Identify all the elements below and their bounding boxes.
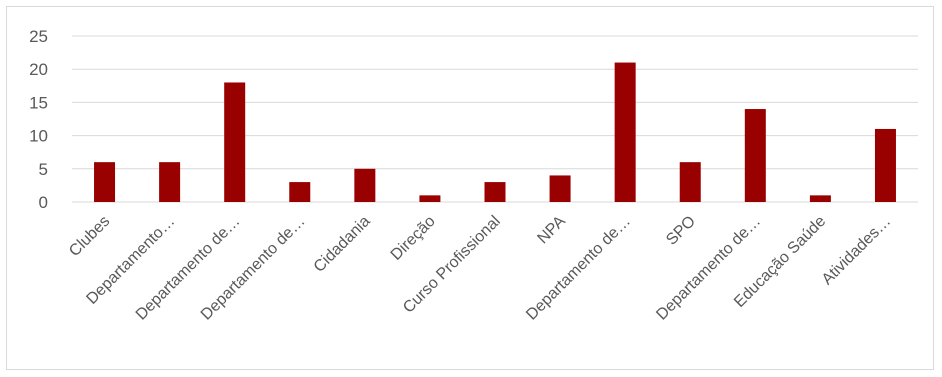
bar [419,195,441,202]
bar [614,62,636,203]
x-category-label: NPA [534,213,569,248]
y-axis-tick-labels: 0 5 10 15 20 25 [29,27,48,212]
bar [809,195,831,202]
y-tick-label: 25 [29,27,48,46]
y-tick-label: 10 [29,127,48,146]
bar [874,128,896,202]
bars [94,62,896,203]
x-category-label: Cidadania [311,213,374,276]
x-category-label: Atividades… [819,213,895,289]
bar [679,162,701,202]
y-tick-label: 5 [39,160,48,179]
y-tick-label: 0 [39,193,48,212]
y-tick-label: 15 [29,93,48,112]
bar [224,82,246,202]
bar [289,182,311,202]
bar [159,162,181,202]
x-category-label: Clubes [66,213,113,260]
y-tick-label: 20 [29,60,48,79]
bar [744,109,766,202]
x-category-label: SPO [663,213,699,249]
bar [549,175,571,202]
bar [94,162,116,202]
grid-lines [72,35,918,203]
bar [354,168,376,202]
bar [484,182,506,202]
x-category-label: Direção [388,213,439,264]
